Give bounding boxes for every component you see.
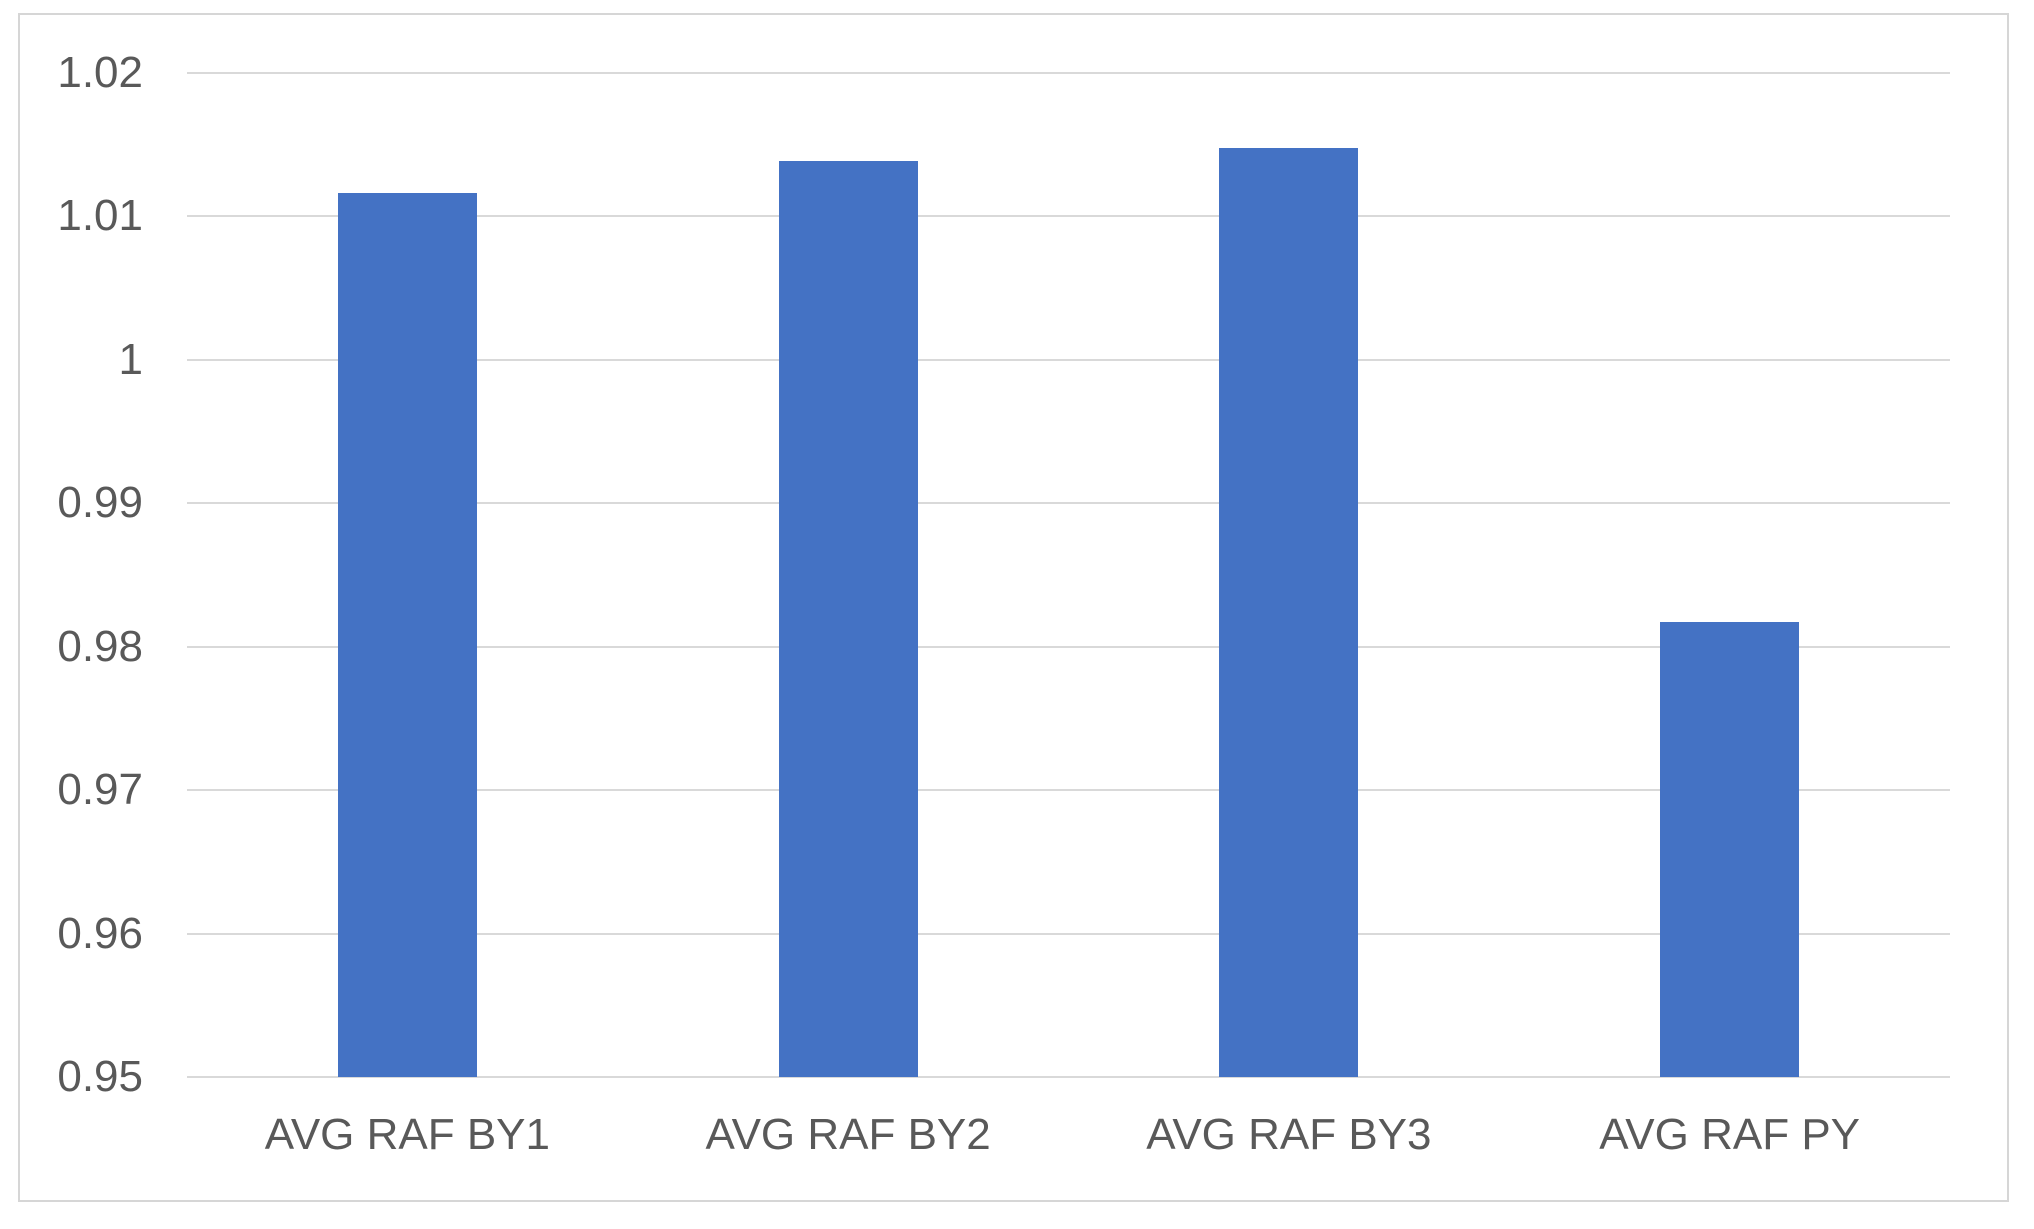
plot-area xyxy=(187,72,1950,1078)
gridline-1.01 xyxy=(187,215,1950,218)
y-tick-label: 1 xyxy=(118,334,143,384)
gridline-0.97 xyxy=(187,789,1950,792)
gridline-1 xyxy=(187,358,1950,361)
y-tick-label: 0.97 xyxy=(57,765,143,815)
gridline-1.02 xyxy=(187,72,1950,74)
y-tick-label: 0.99 xyxy=(57,478,143,528)
y-tick-label: 1.01 xyxy=(57,191,143,241)
y-tick-label: 0.96 xyxy=(57,908,143,958)
gridline-0.99 xyxy=(187,502,1950,505)
y-tick-label: 0.95 xyxy=(57,1052,143,1101)
chart-frame: 1.02 1.01 1 0.99 0.98 0.97 0.96 0.95 AVG RAF BY… xyxy=(18,13,2009,1202)
x-category-label: AVG RAF BY2 xyxy=(705,1110,991,1159)
gridline-0.98 xyxy=(187,645,1950,648)
y-tick-label: 0.98 xyxy=(57,621,143,671)
bar-avg-raf-by1 xyxy=(337,193,477,1077)
x-category-label: AVG RAF BY1 xyxy=(264,1110,551,1159)
y-axis-labels: 1.02 1.01 1 0.99 0.98 0.97 0.96 0.95 xyxy=(20,51,143,1099)
bar-avg-raf-py xyxy=(1660,622,1800,1077)
x-category-label: AVG RAF PY xyxy=(1599,1110,1861,1159)
y-tick-label: 1.02 xyxy=(57,48,143,97)
bar-avg-raf-by2 xyxy=(778,160,918,1077)
x-axis-labels: AVG RAF BY1 AVG RAF BY2 AVG RAF BY3 AVG RAF… xyxy=(187,1077,1950,1187)
bar-avg-raf-by3 xyxy=(1219,147,1359,1077)
x-category-label: AVG RAF BY3 xyxy=(1146,1110,1432,1159)
gridline-0.96 xyxy=(187,932,1950,935)
gridline-0.95 xyxy=(187,1076,1950,1078)
